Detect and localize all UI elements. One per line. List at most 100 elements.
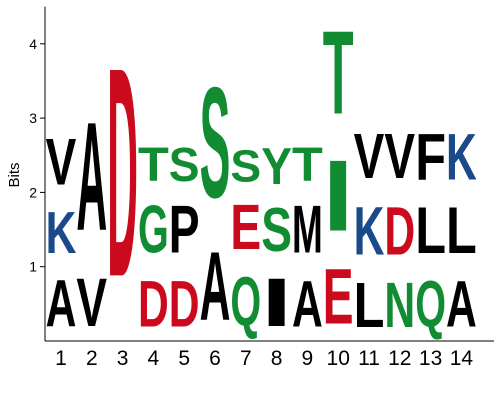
logo-letter-group: D [138,267,169,341]
logo-letter-group: K [46,199,77,266]
logo-letter-group: L [415,195,446,268]
x-tick-label: 5 [178,347,190,370]
logo-letter-t: T [323,7,354,140]
logo-letter-group: G [138,192,169,268]
logo-letter-k: K [446,120,477,194]
logo-letter-group: M [292,192,323,268]
logo-letter-s: S [261,195,292,264]
logo-letter-group: A [76,91,107,264]
logo-letter-a: A [292,267,323,341]
logo-letter-q: Q [415,268,446,341]
logo-letter-group: K [446,120,477,194]
logo-letter-y: Y [261,139,292,196]
logo-letter-group: A [292,267,323,341]
x-tick-label: 7 [240,347,252,370]
logo-letter-t: T [138,139,169,192]
logo-letter-group: D [107,7,138,340]
x-tick-label: 13 [419,347,442,370]
logo-letter-l: L [446,195,477,268]
logo-letter-l: L [354,270,385,341]
logo-letter-s: S [230,140,261,192]
logo-letter-s: S [169,137,200,191]
logo-letter-group: E [230,192,261,263]
logo-letter-group: P [169,193,200,268]
logo-letter-group: A [446,267,477,341]
logo-letter-g: G [138,192,169,268]
logo-letter-a: A [46,265,77,340]
y-tick-label: 3 [29,110,37,126]
logo-letter-group: D [169,267,200,341]
logo-letter-k: K [46,199,77,266]
logo-letter-group: V [76,265,107,341]
logo-letter-q: Q [230,264,261,341]
x-tick-label: 8 [271,347,283,370]
logo-letter-group: E [323,252,354,341]
logo-letter-group: T [292,139,323,192]
logo-letter-group: V [384,120,415,192]
logo-letter-n: N [384,271,415,342]
logo-letter-group: K [354,193,385,270]
logo-letter-group: Q [230,264,261,341]
x-tick-label: 3 [117,347,129,370]
logo-letter-group: A [46,265,77,340]
logo-letter-group: T [323,7,354,140]
logo-letter-v: V [384,120,415,192]
logo-letter-p: P [169,193,200,268]
logo-letter-i: I [323,140,354,252]
x-tick-label: 12 [388,347,411,370]
y-tick-label: 2 [29,184,37,200]
logo-letter-group: S [261,195,292,264]
y-tick-label: 1 [29,259,37,275]
logo-letter-a: A [200,231,231,340]
logo-letter-group: S [230,140,261,192]
logo-letter-d: D [384,193,415,270]
logo-letter-group: D [384,193,415,270]
logo-letter-a: A [446,267,477,341]
x-tick-label: 2 [86,347,98,370]
logo-letter-group: Y [261,139,292,196]
logo-letter-l: L [415,195,446,268]
logo-letter-v: V [46,127,77,200]
x-ticks-layer: 1 2 3 4 5 6 7 8 9 10 11 12 13 14 [55,347,473,370]
logo-letter-group: V [354,120,385,192]
logo-letter-v: V [76,265,107,341]
x-tick-label: 11 [358,347,380,370]
logo-letter-group: N [384,271,415,342]
logo-letter-d: D [169,267,200,341]
logo-letter-d: D [138,267,169,341]
y-axis-label: Bits [6,162,23,187]
logo-letter-group: I [261,264,292,340]
logo-letter-e: E [323,252,354,341]
logo-letter-group: S [200,55,231,231]
logo-letter-group: L [446,195,477,268]
logo-letter-f: F [415,121,446,194]
x-tick-label: 1 [55,347,67,370]
y-tick-label: 4 [29,36,37,52]
x-tick-label: 6 [209,347,221,370]
logo-letter-group: I [323,140,354,252]
x-tick-label: 9 [302,347,314,370]
logo-letter-t: T [292,139,323,192]
logo-letter-group: Q [415,268,446,341]
logo-letter-m: M [292,192,323,268]
logo-letter-s: S [200,55,231,231]
logo-letter-group: L [354,270,385,341]
logo-letter-group: F [415,121,446,194]
logo-letter-d: D [107,7,138,340]
logo-letter-group: V [46,127,77,200]
logo-letter-e: E [230,192,261,263]
y-ticks-layer: 1 2 3 4 [29,36,45,275]
logo-letter-k: K [354,193,385,270]
logo-letter-i: I [261,264,292,340]
logo-letter-group: T [138,139,169,192]
x-tick-label: 14 [450,347,474,370]
x-tick-label: 10 [327,347,350,370]
logo-letter-group: S [169,137,200,191]
x-tick-label: 4 [148,347,160,370]
logo-letter-a: A [76,91,107,264]
logo-letter-group: A [200,231,231,340]
logo-letter-v: V [354,120,385,192]
